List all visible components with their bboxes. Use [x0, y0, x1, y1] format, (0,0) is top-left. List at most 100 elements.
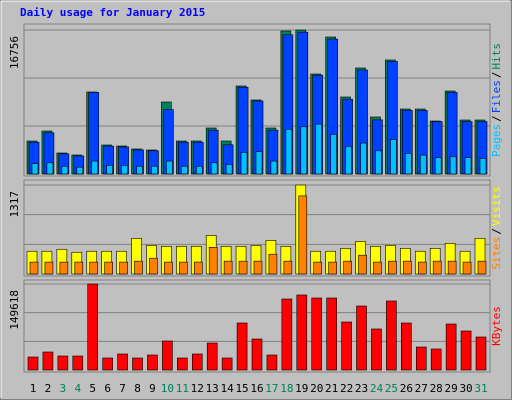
bar: [74, 261, 84, 275]
bar: [311, 297, 323, 371]
x-tick-label: 5: [89, 382, 96, 395]
legend-separator: /: [490, 115, 503, 122]
bar: [403, 260, 412, 275]
legend-separator: /: [490, 72, 503, 79]
x-tick-label: 2: [45, 382, 52, 395]
x-tick-label: 13: [206, 382, 219, 395]
legend: Sites / Visits: [490, 186, 503, 270]
bar: [236, 322, 248, 371]
bar: [283, 260, 293, 275]
x-tick-label: 11: [176, 382, 189, 395]
bar: [136, 165, 143, 175]
bar: [106, 165, 113, 175]
bar: [177, 357, 188, 371]
bar: [460, 330, 472, 371]
y-tick-label: 1317: [8, 191, 21, 218]
bar: [151, 165, 158, 175]
x-tick-label: 31: [474, 382, 487, 395]
x-tick-label: 27: [415, 382, 428, 395]
bar: [134, 260, 143, 275]
bar: [89, 261, 99, 275]
x-tick-label: 7: [119, 382, 126, 395]
x-tick-label: 3: [60, 382, 67, 395]
bar: [285, 129, 293, 175]
x-tick-label: 18: [280, 382, 293, 395]
bar: [388, 260, 397, 275]
bar: [31, 163, 39, 175]
x-tick-label: 8: [134, 382, 141, 395]
bar: [208, 247, 218, 275]
bar: [298, 195, 308, 275]
bar: [255, 151, 263, 175]
bar: [266, 354, 278, 371]
x-tick-label: 30: [459, 382, 472, 395]
bar: [341, 321, 352, 371]
bar: [72, 355, 84, 371]
legend-entry: Hits: [490, 43, 503, 70]
bar: [390, 139, 397, 175]
legend: Pages/Files/Hits: [490, 43, 503, 157]
bar: [401, 322, 412, 371]
x-tick-label: 12: [191, 382, 204, 395]
bar: [46, 162, 54, 175]
bar: [358, 254, 367, 275]
legend-entry: KBytes: [490, 306, 503, 346]
legend: KBytes: [490, 306, 503, 346]
x-tick-label: 19: [295, 382, 308, 395]
bar: [149, 257, 158, 275]
bar: [449, 156, 457, 175]
bar: [206, 342, 218, 371]
bar: [221, 357, 233, 371]
bar: [164, 261, 173, 275]
x-tick-label: 21: [325, 382, 338, 395]
legend-entry: Pages: [490, 124, 503, 157]
bar: [464, 157, 472, 175]
bar: [210, 162, 218, 175]
bar: [330, 134, 337, 175]
bar: [375, 150, 382, 175]
bar: [296, 294, 308, 371]
bar: [345, 146, 352, 175]
bar: [432, 260, 442, 275]
y-tick-label: 149618: [8, 290, 21, 330]
bar: [42, 351, 54, 371]
bar: [117, 353, 128, 371]
bar: [386, 300, 397, 371]
bar: [415, 346, 427, 371]
legend-entry: Files: [490, 80, 503, 113]
bar: [477, 260, 487, 275]
bar: [87, 283, 99, 371]
bar: [434, 157, 442, 175]
bar: [44, 261, 54, 275]
bar: [57, 355, 69, 371]
bar: [162, 340, 173, 371]
chart-title: Daily usage for January 2015: [20, 6, 205, 19]
x-tick-label: 6: [104, 382, 111, 395]
bar: [29, 261, 39, 275]
legend-entry: Visits: [490, 186, 503, 226]
bar: [240, 152, 248, 175]
bar: [251, 338, 263, 371]
bar: [430, 348, 442, 371]
bar: [119, 261, 128, 275]
x-tick-label: 4: [74, 382, 81, 395]
bar: [132, 357, 143, 371]
x-tick-label: 22: [340, 382, 353, 395]
x-tick-label: 10: [161, 382, 174, 395]
bar: [479, 158, 487, 175]
bar: [281, 298, 293, 371]
bar: [313, 261, 323, 275]
bar: [181, 165, 188, 175]
bar: [462, 261, 472, 275]
x-tick-label: 25: [385, 382, 398, 395]
bar: [253, 260, 263, 275]
x-tick-label: 23: [355, 382, 368, 395]
x-tick-label: 9: [149, 382, 156, 395]
bar: [371, 328, 382, 371]
legend-entry: Sites: [490, 237, 503, 270]
bar: [27, 356, 39, 371]
bar: [405, 153, 412, 175]
bar: [225, 164, 233, 175]
bar: [147, 354, 158, 371]
